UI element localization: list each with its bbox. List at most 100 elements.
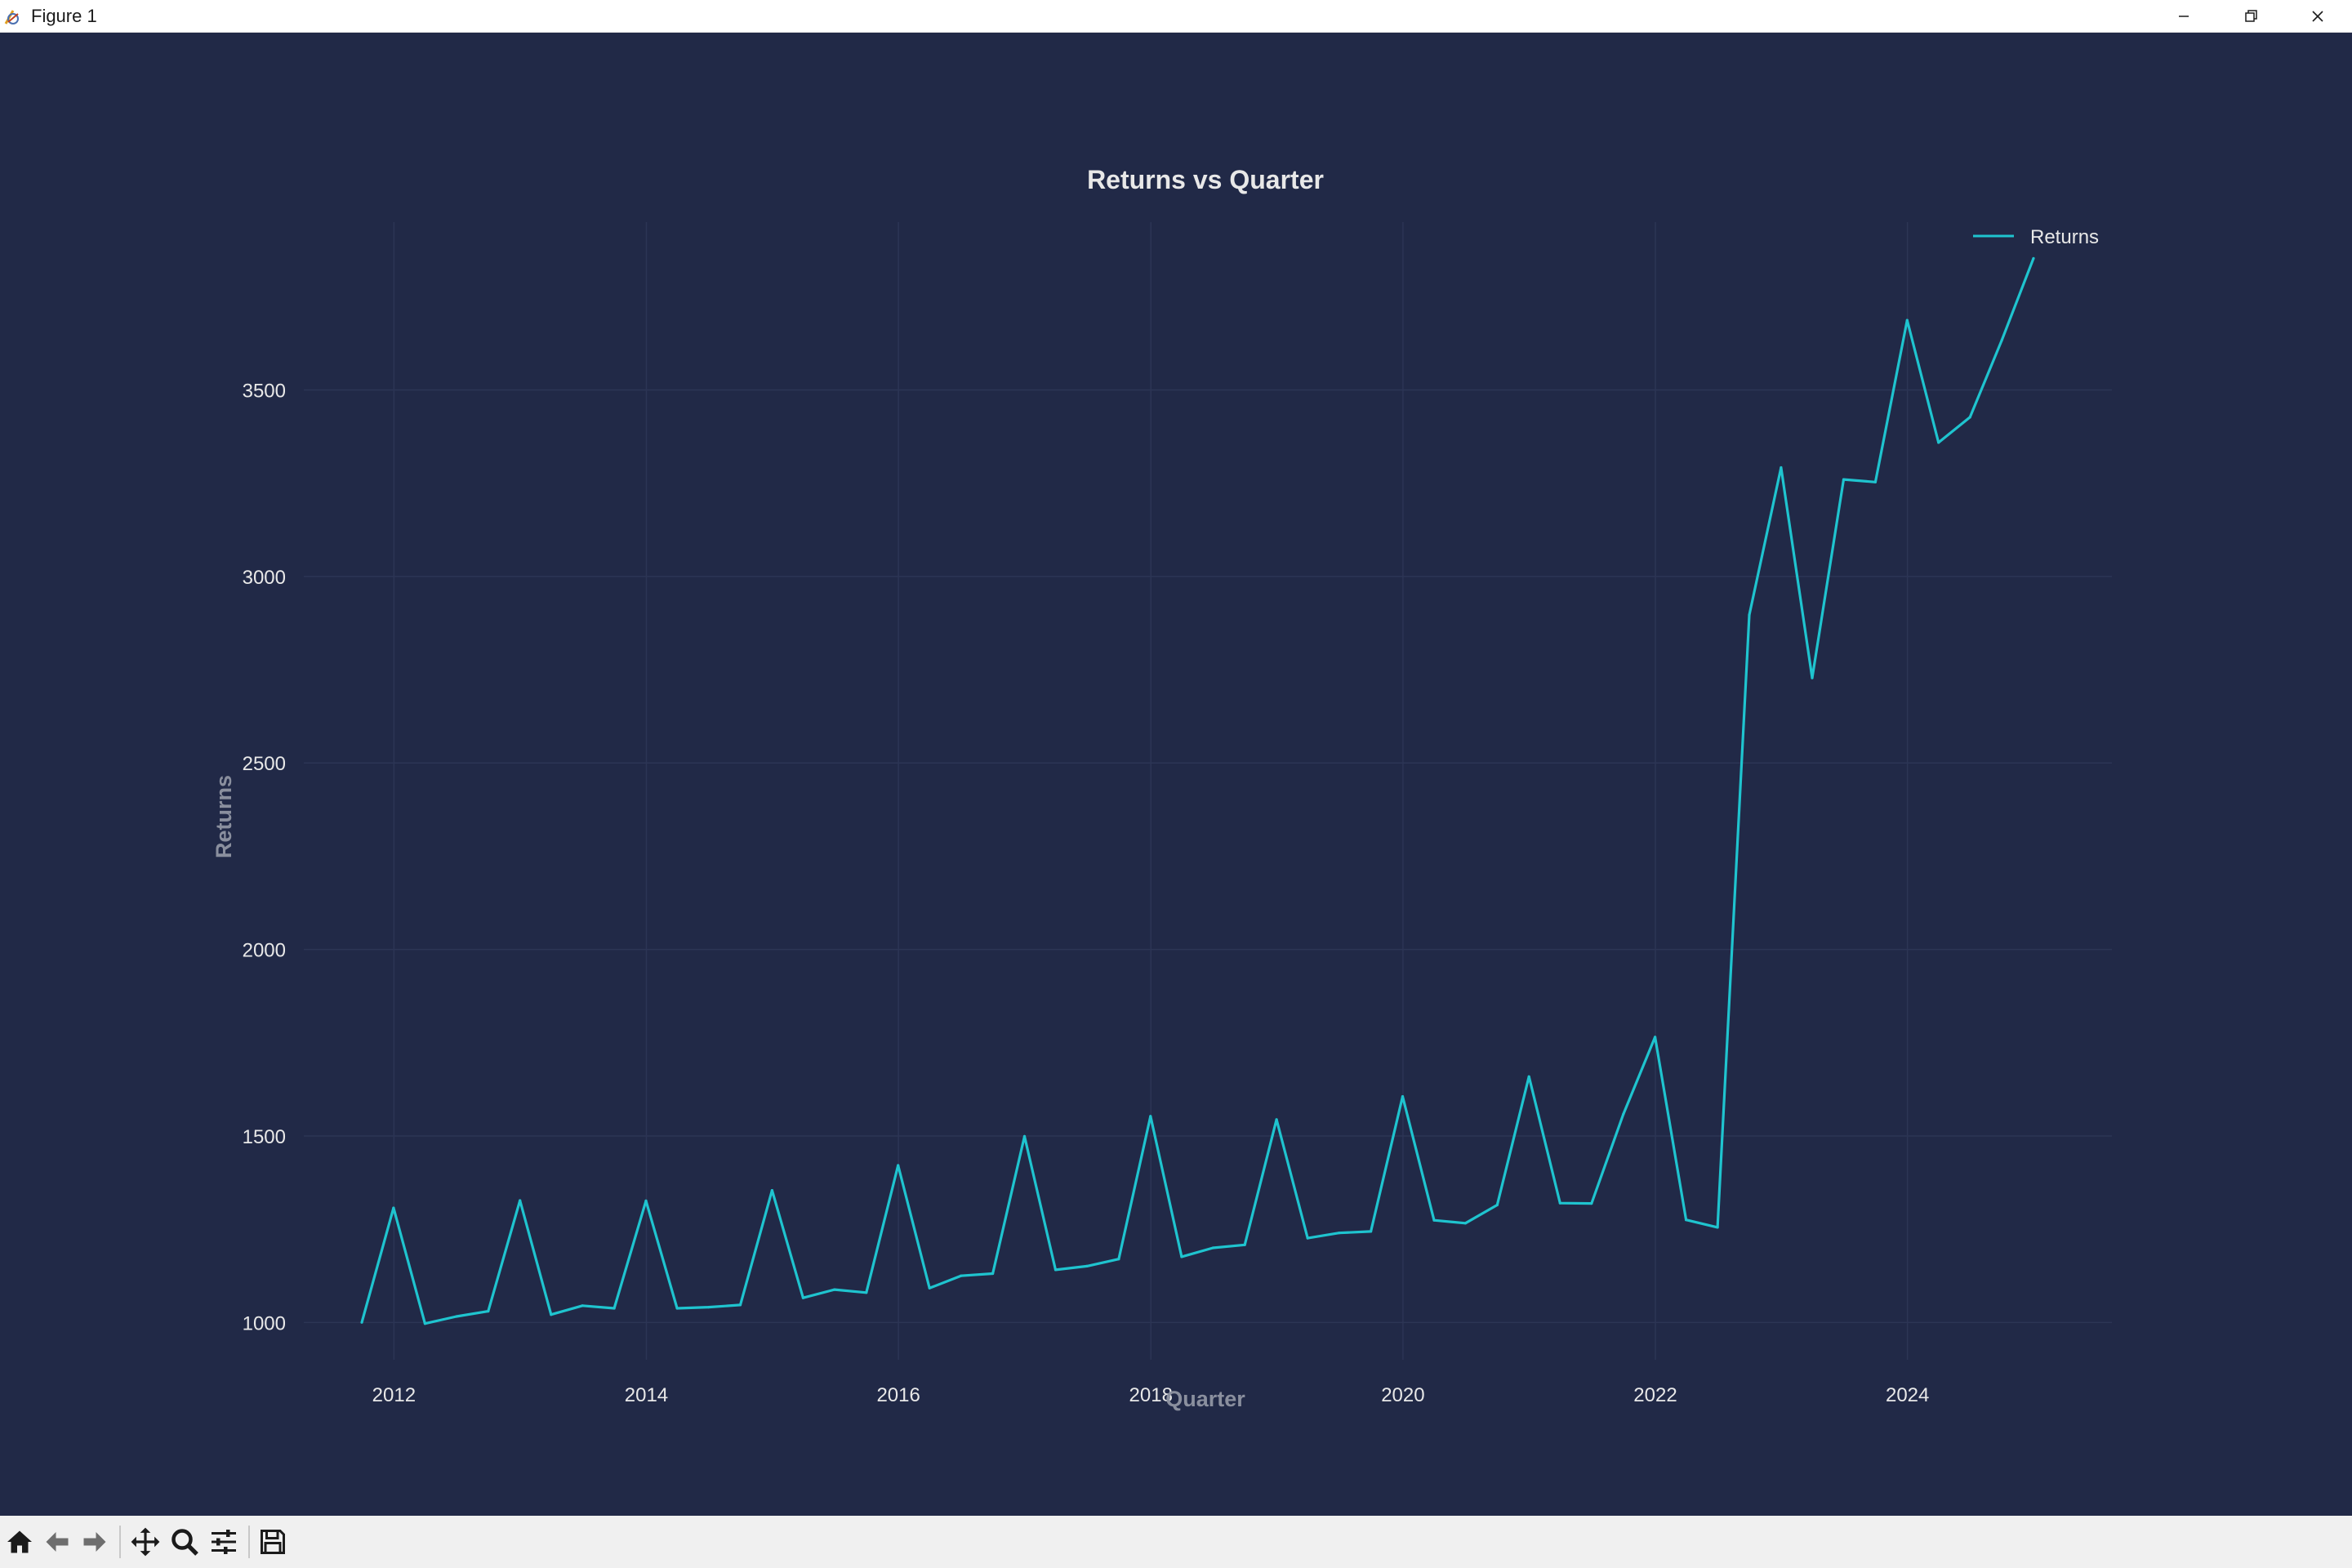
data-point — [1590, 1202, 1593, 1205]
data-point — [865, 1291, 868, 1294]
x-tick-label: 2014 — [625, 1384, 668, 1406]
data-point — [897, 1164, 900, 1167]
data-point — [1654, 1036, 1657, 1039]
data-point — [612, 1307, 616, 1310]
save-icon — [261, 1530, 285, 1554]
data-point — [1622, 1112, 1625, 1116]
data-point — [738, 1303, 742, 1307]
figure-canvas[interactable]: 2012 2014 2016 2018 2020 2022 2024 1000 1500 200… — [0, 33, 2352, 1516]
back-button[interactable] — [39, 1524, 75, 1560]
y-tick-label: 2500 — [243, 753, 286, 775]
close-button[interactable] — [2285, 0, 2350, 33]
x-tick-label: 2022 — [1633, 1384, 1677, 1406]
data-point — [1306, 1236, 1309, 1240]
data-point — [675, 1307, 679, 1310]
x-tick-label: 2020 — [1381, 1384, 1424, 1406]
pan-icon — [131, 1527, 160, 1557]
data-point — [1558, 1201, 1561, 1205]
series-layer — [360, 256, 2035, 1325]
y-axis-ticks: 1000 1500 2000 2500 3000 3500 — [243, 381, 286, 1335]
data-point — [1780, 466, 1783, 470]
forward-button[interactable] — [77, 1524, 113, 1560]
x-tick-label: 2024 — [1886, 1384, 1929, 1406]
data-point — [1842, 478, 1846, 481]
configure-subplots-icon — [212, 1530, 236, 1554]
series-line-returns — [360, 257, 2035, 1325]
y-tick-label: 1000 — [243, 1312, 286, 1334]
matplotlib-app-icon — [4, 10, 19, 24]
data-point — [1716, 1226, 1719, 1229]
data-point — [1054, 1268, 1058, 1272]
forward-arrow-icon — [83, 1532, 106, 1552]
toolbar-separator — [248, 1526, 250, 1558]
legend-label-returns: Returns — [2030, 226, 2099, 248]
data-point — [1968, 416, 1971, 419]
data-point — [1685, 1218, 1688, 1222]
data-point — [644, 1199, 648, 1202]
data-point — [1117, 1258, 1120, 1261]
grid — [304, 222, 2112, 1360]
data-point — [550, 1313, 553, 1316]
y-tick-label: 3000 — [243, 567, 286, 589]
y-tick-label: 3500 — [243, 381, 286, 403]
zoom-button[interactable] — [167, 1524, 203, 1560]
data-point — [581, 1304, 584, 1307]
data-point — [1338, 1232, 1341, 1235]
data-point — [1275, 1118, 1278, 1121]
y-tick-label: 2000 — [243, 940, 286, 962]
data-point — [770, 1189, 774, 1192]
data-point — [833, 1288, 836, 1291]
data-point — [2032, 256, 2035, 260]
data-point — [455, 1315, 458, 1318]
data-point — [1463, 1222, 1467, 1225]
y-axis-label: Returns — [212, 775, 236, 858]
x-tick-label: 2012 — [372, 1384, 416, 1406]
data-point — [487, 1310, 490, 1313]
data-point — [1085, 1264, 1089, 1267]
x-tick-label: 2016 — [876, 1384, 920, 1406]
x-axis-ticks: 2012 2014 2016 2018 2020 2022 2024 — [372, 1384, 1930, 1406]
back-arrow-icon — [46, 1532, 69, 1552]
legend: Returns — [1973, 226, 2099, 248]
close-icon — [2312, 11, 2323, 22]
data-point — [1937, 441, 1940, 444]
data-point — [1401, 1095, 1405, 1098]
restore-button[interactable] — [2218, 0, 2283, 33]
data-point — [1149, 1115, 1152, 1118]
data-point — [1495, 1203, 1499, 1207]
data-point — [1748, 613, 1751, 617]
pan-button[interactable] — [127, 1524, 163, 1560]
data-point — [1243, 1243, 1246, 1246]
navigation-toolbar — [0, 1516, 2352, 1568]
data-point — [1905, 318, 1909, 322]
data-point — [519, 1199, 522, 1202]
save-button[interactable] — [255, 1524, 291, 1560]
data-point — [928, 1286, 931, 1290]
x-axis-label: Quarter — [1165, 1387, 1245, 1411]
line-chart: 2012 2014 2016 2018 2020 2022 2024 1000 1500 200… — [212, 165, 2112, 1411]
y-tick-label: 1500 — [243, 1126, 286, 1148]
chart-title: Returns vs Quarter — [1087, 165, 1324, 194]
data-point — [1180, 1255, 1183, 1258]
minimize-icon — [2179, 16, 2189, 17]
data-point — [960, 1274, 963, 1277]
minimize-button[interactable] — [2151, 0, 2216, 33]
data-point — [1527, 1075, 1530, 1078]
data-point — [991, 1272, 995, 1276]
restore-icon — [2245, 10, 2257, 22]
window-title: Figure 1 — [31, 6, 97, 26]
x-tick-label: 2018 — [1129, 1384, 1173, 1406]
data-point — [2000, 339, 2003, 342]
data-point — [1873, 480, 1877, 483]
window-titlebar: Figure 1 — [0, 0, 2352, 33]
configure-subplots-button[interactable] — [206, 1524, 242, 1560]
data-point — [1811, 676, 1814, 679]
zoom-icon — [172, 1529, 198, 1556]
toolbar-separator — [119, 1526, 121, 1558]
data-point — [360, 1321, 363, 1324]
data-point — [1370, 1230, 1373, 1233]
data-point — [392, 1206, 395, 1209]
data-point — [423, 1322, 427, 1325]
home-button[interactable] — [2, 1524, 38, 1560]
data-point — [801, 1296, 805, 1299]
